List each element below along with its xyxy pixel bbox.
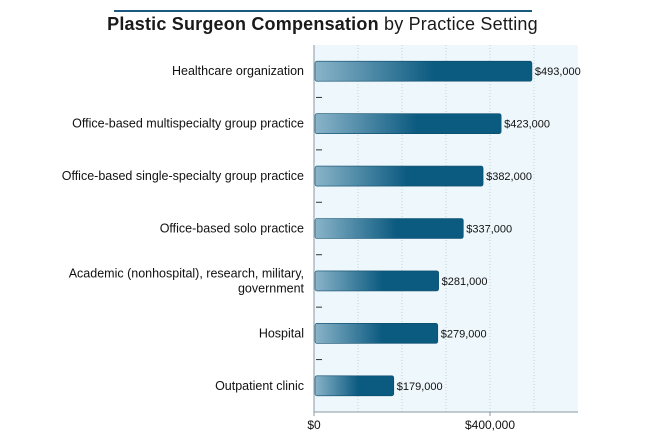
data-label: $281,000 [442, 276, 488, 288]
title-rule [114, 10, 532, 12]
bar [314, 218, 464, 239]
x-tick-label: $400,000 [465, 418, 515, 432]
bar [314, 60, 533, 82]
x-tick-label: $0 [307, 418, 321, 432]
bar [314, 270, 439, 292]
data-label: $279,000 [441, 328, 487, 340]
category-label: Hospital [259, 326, 304, 340]
chart-title-block: Plastic Surgeon Compensation by Practice… [0, 6, 645, 35]
data-label: $382,000 [486, 171, 532, 183]
bar [314, 165, 484, 187]
category-label: Outpatient clinic [215, 379, 304, 393]
category-label: Office-based multispecialty group practi… [72, 117, 304, 131]
bar [314, 113, 502, 134]
chart-title: Plastic Surgeon Compensation [107, 14, 379, 34]
chart-title-line: Plastic Surgeon Compensation by Practice… [107, 14, 538, 35]
category-label: Office-based single-specialty group prac… [62, 169, 304, 183]
bar [314, 375, 395, 397]
category-label: Healthcare organization [172, 64, 304, 78]
chart-subtitle: by Practice Setting [383, 14, 538, 34]
category-label: Academic (nonhospital), research, milita… [69, 266, 305, 295]
data-label: $337,000 [466, 224, 512, 236]
plot-area: $493,000 Healthcare organization $423,000 O… [62, 45, 581, 432]
data-label: $493,000 [535, 66, 581, 78]
data-label: $423,000 [504, 119, 550, 131]
category-label: Office-based solo practice [160, 222, 304, 236]
bar [314, 323, 439, 344]
data-label: $179,000 [397, 381, 443, 393]
